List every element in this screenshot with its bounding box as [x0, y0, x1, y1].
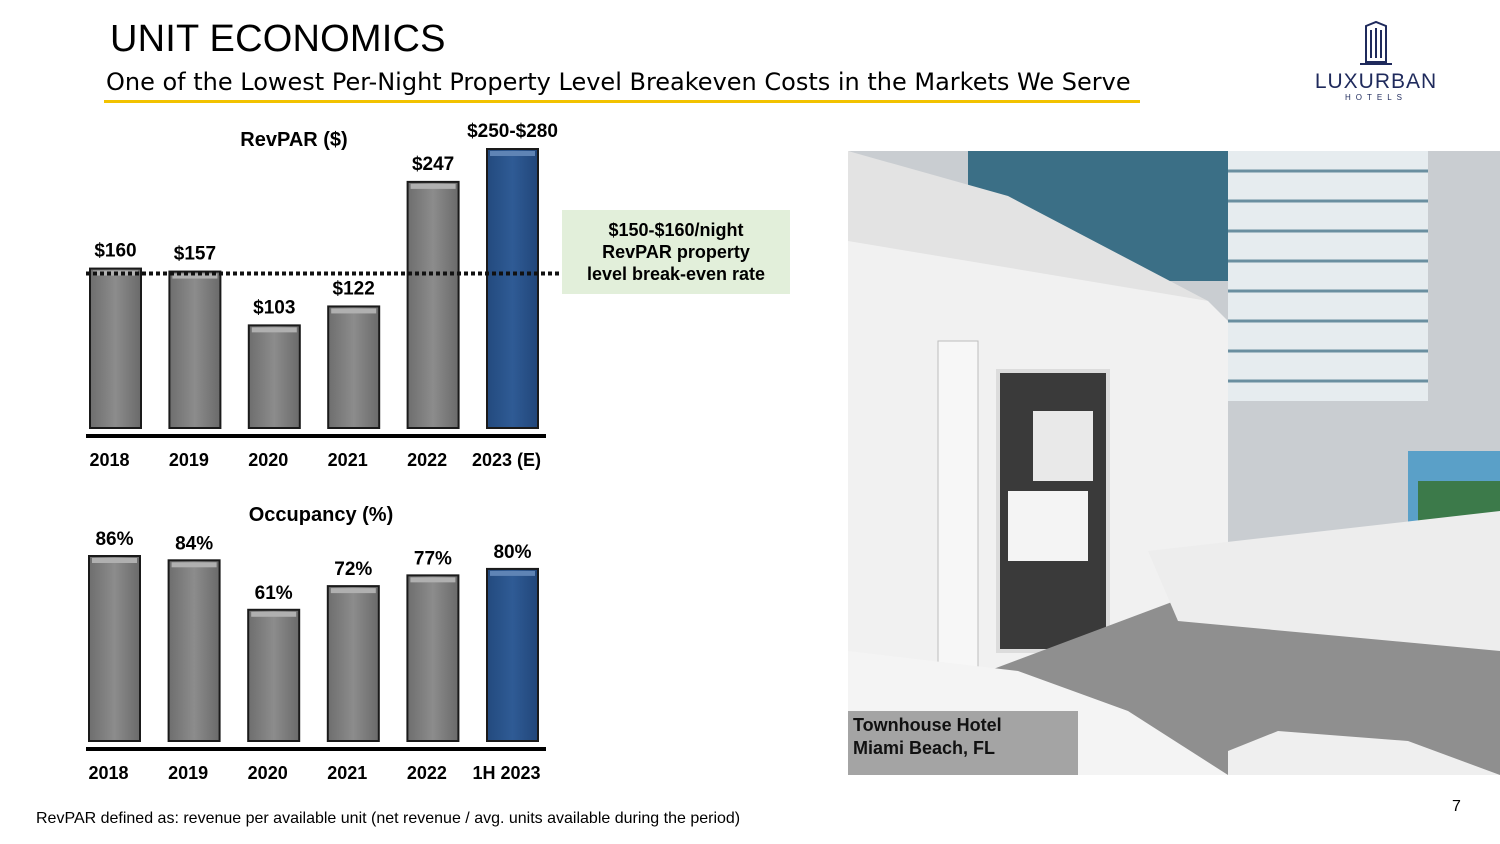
- occupancy-data-label: 84%: [175, 533, 213, 554]
- revpar-category-label: 2022: [407, 450, 447, 470]
- occupancy-category-label: 1H 2023: [472, 763, 540, 783]
- breakeven-callout: $150-$160/night RevPAR property level br…: [562, 210, 790, 294]
- occupancy-bar-bevel: [490, 570, 535, 576]
- building-logo-icon: [1360, 20, 1392, 65]
- revpar-bar-bevel: [331, 308, 377, 314]
- revpar-category-label: 2021: [328, 450, 368, 470]
- occupancy-category-label: 2022: [407, 763, 447, 783]
- occupancy-axis-line: [86, 747, 546, 751]
- revpar-bar-bevel: [410, 183, 456, 189]
- photo-caption: Townhouse Hotel Miami Beach, FL: [853, 714, 1002, 760]
- callout-line-3: level break-even rate: [586, 264, 766, 284]
- occupancy-data-label: 72%: [334, 559, 372, 580]
- revpar-axis-line: [86, 434, 546, 438]
- revpar-category-label: 2018: [89, 450, 129, 470]
- occupancy-bar-bevel: [410, 577, 456, 583]
- revpar-bar: [486, 148, 539, 429]
- logo-wordmark: LUXURBAN: [1314, 70, 1438, 93]
- charts-canvas: RevPAR ($) $160 2018 $157 2019 $103 2020 $122 20…: [86, 121, 792, 783]
- occupancy-bar-bevel: [92, 558, 137, 563]
- occupancy-bar: [247, 608, 301, 742]
- revpar-bar: [89, 267, 142, 430]
- occupancy-category-label: 2020: [248, 763, 288, 783]
- footnote: RevPAR defined as: revenue per available…: [36, 810, 741, 827]
- title-underline: [104, 100, 1140, 103]
- occupancy-bar: [326, 585, 380, 742]
- revpar-category-label: 2023 (E): [472, 450, 541, 470]
- revpar-data-label: $122: [333, 278, 375, 299]
- revpar-bar: [247, 324, 301, 429]
- occupancy-bar: [88, 555, 141, 742]
- occupancy-data-label: 61%: [255, 583, 293, 604]
- revpar-bar: [327, 305, 381, 429]
- revpar-bar: [168, 270, 222, 429]
- occupancy-data-label: 86%: [95, 529, 133, 550]
- caption-location: Miami Beach, FL: [853, 738, 996, 758]
- revpar-data-label: $160: [94, 241, 136, 262]
- revpar-bar: [406, 180, 460, 429]
- luxurban-logo: LUXURBAN HOTELS: [1300, 18, 1452, 106]
- revpar-data-label: $103: [253, 297, 295, 318]
- revpar-bar-bevel: [172, 273, 218, 279]
- occupancy-category-label: 2018: [88, 763, 128, 783]
- occupancy-chart-title: Occupancy (%): [249, 504, 393, 526]
- caption-hotel-name: Townhouse Hotel: [853, 715, 1002, 735]
- page-number: 7: [1452, 798, 1461, 815]
- occupancy-bar: [167, 559, 221, 742]
- slide-title: UNIT ECONOMICS: [110, 18, 446, 60]
- logo-subtext: HOTELS: [1344, 93, 1407, 102]
- occupancy-bar: [486, 567, 539, 742]
- occupancy-bar: [406, 574, 460, 743]
- occupancy-bar-bevel: [171, 562, 217, 568]
- occupancy-category-label: 2021: [327, 763, 367, 783]
- occupancy-data-label: 80%: [493, 542, 531, 563]
- revpar-bar-bevel: [490, 151, 535, 156]
- revpar-bar-bevel: [251, 327, 297, 333]
- occupancy-data-label: 77%: [414, 548, 452, 569]
- revpar-category-label: 2020: [248, 450, 288, 470]
- occupancy-category-label: 2019: [168, 763, 208, 783]
- revpar-data-label: $247: [412, 154, 454, 175]
- revpar-data-label: $157: [174, 244, 216, 265]
- callout-line-1: $150-$160/night: [608, 220, 744, 240]
- hotel-photo: [848, 151, 1500, 775]
- revpar-category-label: 2019: [169, 450, 209, 470]
- revpar-chart-title: RevPAR ($): [240, 129, 347, 151]
- revpar-data-label: $250-$280: [467, 121, 558, 142]
- slide-subtitle: One of the Lowest Per-Night Property Lev…: [106, 68, 1131, 96]
- callout-line-2: RevPAR property: [602, 242, 750, 262]
- occupancy-bar-bevel: [251, 611, 297, 617]
- occupancy-bar-bevel: [330, 588, 376, 594]
